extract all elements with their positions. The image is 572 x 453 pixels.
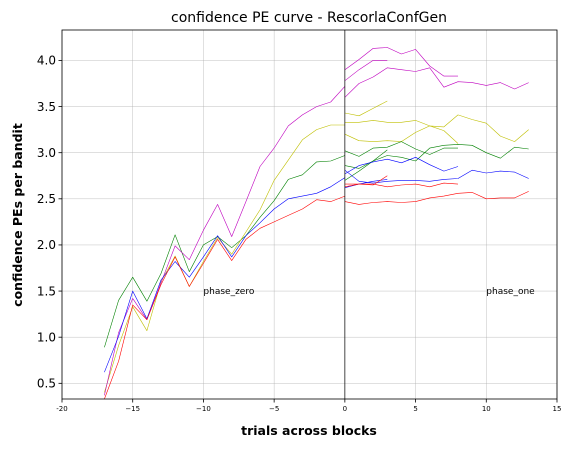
series-line xyxy=(344,114,529,142)
series-line xyxy=(104,86,346,396)
y-tick-label: 2.0 xyxy=(37,238,56,252)
series-line xyxy=(344,191,529,205)
x-tick-label: −15 xyxy=(125,405,140,413)
series-line xyxy=(104,195,346,400)
y-axis-label: confidence PEs per bandit xyxy=(10,123,25,307)
series-line xyxy=(104,155,346,348)
series-line xyxy=(344,141,458,157)
x-axis-label: trials across blocks xyxy=(241,423,377,438)
y-tick-label: 4.0 xyxy=(37,54,56,68)
x-tick-label: -20 xyxy=(56,405,67,413)
series-line xyxy=(344,169,529,184)
phase-annotation: phase_zero xyxy=(203,287,254,297)
plot-frame xyxy=(61,29,558,400)
y-tick-label: 3.5 xyxy=(37,100,56,114)
x-tick-label: 5 xyxy=(413,405,417,413)
y-tick-label: 0.5 xyxy=(37,377,56,391)
x-tick-label: 10 xyxy=(482,405,491,413)
series-line xyxy=(344,60,388,81)
series-layer xyxy=(104,47,529,400)
phase-annotation: phase_one xyxy=(486,287,535,297)
series-line xyxy=(344,100,388,117)
series-line xyxy=(344,175,388,186)
chart-title: confidence PE curve - RescorlaConfGen xyxy=(171,10,447,26)
annotation-layer: phase_zero phase_one xyxy=(203,287,535,297)
y-tick-label: 3.0 xyxy=(37,146,56,160)
tick-layer: -20 −15 −10 −5 0 5 10 15 0.5 1.0 1.5 2.0 2.5 3.0 3.5 4.… xyxy=(37,54,562,413)
series-line xyxy=(344,47,458,77)
x-tick-label: −10 xyxy=(196,405,211,413)
series-line xyxy=(344,182,459,188)
series-line xyxy=(344,144,529,181)
y-tick-label: 1.0 xyxy=(37,330,56,344)
y-tick-label: 2.5 xyxy=(37,192,56,206)
series-line xyxy=(344,67,529,98)
x-tick-label: −5 xyxy=(269,405,279,413)
series-line xyxy=(104,177,346,373)
y-tick-label: 1.5 xyxy=(37,284,56,298)
x-tick-label: 15 xyxy=(553,405,562,413)
x-tick-label: 0 xyxy=(343,405,347,413)
series-line xyxy=(344,157,459,175)
series-line xyxy=(344,149,388,169)
